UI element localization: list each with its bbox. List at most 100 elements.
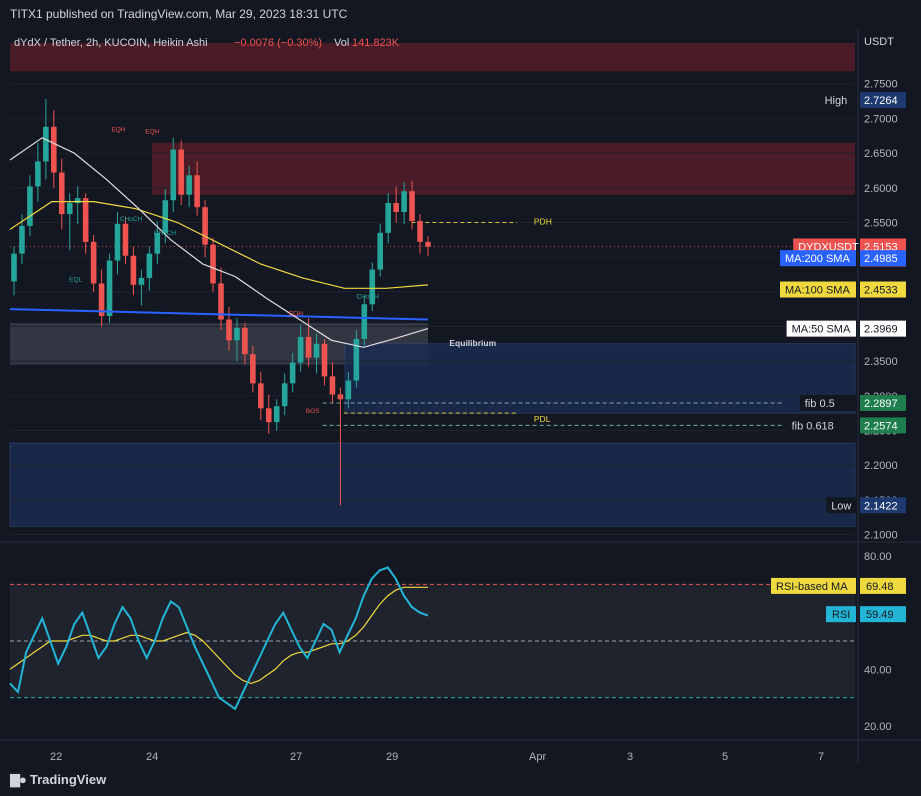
legend-vol-value: 141.823K [352, 37, 400, 49]
candle[interactable] [170, 137, 177, 213]
time-tick-label: Apr [529, 751, 546, 763]
candle[interactable] [337, 387, 344, 506]
candle[interactable] [178, 140, 184, 206]
time-tick-label: 3 [627, 751, 633, 763]
candle[interactable] [377, 223, 384, 277]
price-label-high[interactable]: High 2.7264 [819, 92, 906, 109]
candle[interactable] [289, 352, 296, 393]
candle[interactable] [369, 262, 376, 312]
candle[interactable] [58, 158, 65, 230]
price-label-tag-bg [799, 394, 856, 411]
candle[interactable] [210, 237, 216, 292]
candle[interactable] [122, 216, 129, 265]
candle[interactable] [353, 329, 360, 388]
price-label-value: 2.2574 [864, 420, 898, 432]
candle[interactable] [329, 362, 336, 403]
time-tick-label: 27 [290, 751, 302, 763]
chart-canvas[interactable]: EQH EQH CHoCH CHoCH EQL EQH CHoCH BOS PDH PDL Equi… [0, 28, 921, 764]
candle-body [361, 304, 368, 339]
candle-body [329, 376, 336, 395]
candle[interactable] [98, 269, 105, 327]
candle-body [210, 244, 216, 284]
price-label-value-bg [860, 394, 906, 411]
chart-area[interactable]: EQH EQH CHoCH CHoCH EQL EQH CHoCH BOS PDH PDL Equi… [0, 28, 921, 764]
candle[interactable] [74, 186, 81, 224]
candle[interactable] [27, 175, 33, 237]
time-tick-label: 22 [50, 751, 62, 763]
candle[interactable] [258, 371, 264, 421]
candle[interactable] [321, 338, 328, 386]
candle[interactable] [385, 193, 391, 244]
candle[interactable] [202, 200, 208, 258]
candle-body [202, 207, 208, 245]
price-label-fib-0-5[interactable]: fib 0.5 2.2897 [799, 394, 906, 411]
candle[interactable] [409, 180, 415, 230]
candle[interactable] [265, 394, 272, 434]
candle[interactable] [281, 373, 288, 416]
candle-body [106, 260, 113, 317]
candle[interactable] [114, 212, 121, 275]
candle-body [162, 200, 169, 233]
candle[interactable] [425, 236, 431, 256]
candle-body [265, 408, 272, 423]
candle[interactable] [66, 193, 73, 251]
candle[interactable] [138, 269, 145, 306]
price-label-fib-0-618[interactable]: fib 0.618 2.2574 [786, 417, 906, 434]
candle[interactable] [11, 246, 17, 296]
candle[interactable] [90, 234, 97, 292]
candle[interactable] [234, 318, 240, 362]
price-label-ma-200-sma[interactable]: MA:200 SMA 2.4985 [780, 250, 906, 267]
price-label-low[interactable]: Low 2.1422 [826, 497, 906, 514]
candle[interactable] [401, 182, 407, 224]
annotation-eqh: EQH [111, 127, 125, 134]
price-label-ma-50-sma[interactable]: MA:50 SMA 2.3969 [786, 320, 906, 337]
candle-body [234, 327, 240, 341]
candle[interactable] [313, 333, 320, 374]
candle-body [35, 161, 41, 187]
price-label-value: 2.3969 [864, 324, 898, 336]
candle-body [194, 175, 200, 208]
rsi-ma-price-label[interactable]: RSI-based MA 69.48 [771, 577, 906, 594]
candle[interactable] [305, 318, 312, 367]
annotation-eqh: EQH [145, 129, 159, 136]
candle[interactable] [186, 165, 192, 208]
candle[interactable] [82, 193, 89, 254]
price-label-ma-100-sma[interactable]: MA:100 SMA 2.4533 [780, 281, 906, 298]
candle[interactable] [194, 161, 200, 216]
time-tick-label: 7 [818, 751, 824, 763]
candle[interactable] [218, 267, 224, 330]
candle-body [82, 198, 89, 242]
candle[interactable] [19, 214, 25, 265]
candle[interactable] [242, 323, 248, 365]
candle[interactable] [361, 295, 368, 346]
candle[interactable] [393, 186, 399, 223]
candle[interactable] [154, 221, 161, 265]
candle-body [353, 338, 360, 381]
tradingview-logo[interactable]: ▇● TradingView [10, 772, 106, 788]
candle[interactable] [297, 325, 304, 372]
candle-body [178, 149, 184, 195]
price-label-value-bg [860, 320, 906, 337]
candle-body [305, 336, 312, 358]
candle-body [337, 394, 344, 400]
candle[interactable] [273, 399, 280, 431]
rsi-price-label[interactable]: RSI 59.49 [826, 606, 906, 623]
candle[interactable] [51, 110, 57, 188]
candle[interactable] [250, 345, 256, 393]
candle[interactable] [417, 214, 423, 254]
candle-body [281, 383, 288, 407]
candle-body [409, 191, 415, 222]
price-label-name: Low [831, 500, 851, 512]
price-label-value-bg [860, 250, 906, 267]
candle[interactable] [130, 246, 137, 296]
price-tick-label: 2.6500 [864, 148, 898, 160]
candle[interactable] [35, 142, 41, 202]
rsi-value-bg [860, 606, 906, 623]
price-label-name: High [825, 95, 848, 107]
candle[interactable] [146, 246, 153, 291]
candle-body [226, 319, 232, 341]
price-axis-unit: USDT [864, 36, 894, 48]
candle[interactable] [345, 371, 352, 409]
candle-body [154, 232, 161, 254]
candle-body [385, 203, 391, 233]
